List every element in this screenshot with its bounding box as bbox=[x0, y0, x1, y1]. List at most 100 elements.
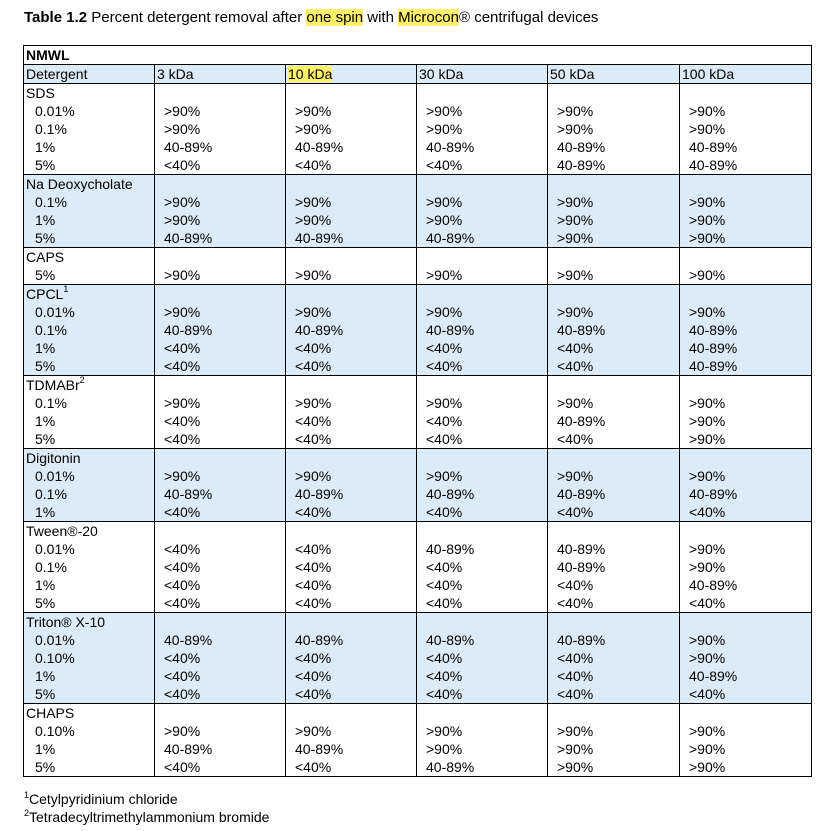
removal-value: <40% bbox=[295, 668, 332, 684]
detergent-cell: SDS 0.01% 0.1% 1% 5% bbox=[23, 83, 155, 175]
caption-highlight-one-spin: one spin bbox=[306, 9, 364, 26]
table-row: CHAPS 0.10% 1% 5% >90% 40-89% <40% >90% 40-89% <4… bbox=[23, 703, 813, 777]
detergent-name: SDS bbox=[26, 85, 55, 101]
value-cell: >90% 40-89% <40% bbox=[547, 448, 680, 522]
removal-value: <40% bbox=[295, 559, 332, 575]
removal-value: >90% bbox=[426, 194, 463, 210]
removal-value: <40% bbox=[295, 650, 332, 666]
removal-value: <40% bbox=[164, 431, 201, 447]
value-cell: >90% 40-89% <40% bbox=[285, 703, 417, 777]
detergent-cell: Na Deoxycholate 0.1% 1% 5% bbox=[23, 174, 155, 248]
removal-value: >90% bbox=[689, 541, 726, 557]
removal-value: <40% bbox=[164, 504, 201, 520]
column-header-3kda: 3 kDa bbox=[154, 64, 286, 84]
value-cell: >90% >90% >90% bbox=[678, 375, 813, 449]
value-cell: >90% >90% 40-89% <40% bbox=[678, 612, 813, 704]
detergent-cell: Tween®-20 0.01% 0.1% 1% 5% bbox=[23, 521, 155, 613]
concentration-label: 1% bbox=[35, 741, 56, 757]
value-cell: <40% <40% <40% <40% bbox=[154, 521, 286, 613]
nmwl-row: NMWL bbox=[22, 45, 813, 65]
removal-value: >90% bbox=[557, 121, 594, 137]
removal-value: 40-89% bbox=[295, 632, 344, 648]
value-cell: >90% bbox=[547, 247, 680, 285]
nmwl-title: NMWL bbox=[22, 45, 813, 65]
concentration-label: 1% bbox=[35, 577, 56, 593]
concentration-label: 0.10% bbox=[35, 723, 75, 739]
removal-value: >90% bbox=[557, 468, 594, 484]
removal-value: >90% bbox=[426, 304, 463, 320]
concentration-label: 0.01% bbox=[35, 103, 75, 119]
removal-value: >90% bbox=[689, 741, 726, 757]
detergent-name: Triton® X-10 bbox=[26, 614, 106, 630]
removal-value: <40% bbox=[426, 668, 463, 684]
value-cell: >90% 40-89% 40-89% 40-89% bbox=[678, 284, 813, 376]
removal-value: <40% bbox=[557, 358, 594, 374]
column-header-10kda: 10 kDa bbox=[285, 64, 417, 84]
removal-value: >90% bbox=[557, 267, 594, 283]
removal-value: <40% bbox=[557, 504, 594, 520]
value-cell: >90% >90% >90% bbox=[678, 703, 813, 777]
concentration-label: 0.1% bbox=[35, 121, 67, 137]
footnote-1-mark: 1 bbox=[24, 790, 30, 800]
removal-value: 40-89% bbox=[689, 668, 738, 684]
removal-value: >90% bbox=[689, 413, 726, 429]
footnote-2-text: Tetradecyltrimethylammonium bromide bbox=[29, 809, 270, 825]
removal-value: >90% bbox=[557, 194, 594, 210]
removal-value: >90% bbox=[295, 395, 332, 411]
detergent-cell: TDMABr2 0.1% 1% 5% bbox=[23, 375, 155, 449]
removal-value: 40-89% bbox=[164, 322, 213, 338]
removal-value: 40-89% bbox=[689, 340, 738, 356]
removal-value: 40-89% bbox=[426, 230, 475, 246]
removal-value: 40-89% bbox=[426, 486, 475, 502]
removal-value: >90% bbox=[689, 723, 726, 739]
value-cell: >90% 40-89% <40% <40% bbox=[416, 284, 548, 376]
concentration-label: 1% bbox=[35, 413, 56, 429]
table-row: Na Deoxycholate 0.1% 1% 5% >90% >90% 40-89% >90… bbox=[23, 174, 813, 248]
value-cell: >90% <40% <40% bbox=[154, 375, 286, 449]
table-row: SDS 0.01% 0.1% 1% 5% >90% >90% 40-89% <40% >90% >9… bbox=[23, 83, 813, 175]
removal-value: 40-89% bbox=[426, 541, 475, 557]
concentration-label: 0.1% bbox=[35, 194, 67, 210]
removal-value: <40% bbox=[426, 686, 463, 702]
removal-value: 40-89% bbox=[557, 559, 606, 575]
removal-value: >90% bbox=[557, 741, 594, 757]
table-row: Digitonin 0.01% 0.1% 1% >90% 40-89% <40% >90% 40… bbox=[23, 448, 813, 522]
value-cell: >90% >90% 40-89% bbox=[416, 174, 548, 248]
value-cell: 40-89% <40% <40% <40% bbox=[154, 612, 286, 704]
value-cell: >90% >90% >90% bbox=[547, 174, 680, 248]
concentration-label: 0.1% bbox=[35, 559, 67, 575]
removal-value: >90% bbox=[164, 267, 201, 283]
removal-value: >90% bbox=[689, 759, 726, 775]
removal-value: <40% bbox=[164, 668, 201, 684]
removal-value: >90% bbox=[164, 121, 201, 137]
removal-value: >90% bbox=[164, 395, 201, 411]
removal-value: <40% bbox=[426, 431, 463, 447]
value-cell: >90% 40-89% <40% bbox=[285, 448, 417, 522]
removal-value: <40% bbox=[689, 595, 726, 611]
concentration-label: 5% bbox=[35, 759, 56, 775]
detergent-name: Na Deoxycholate bbox=[26, 176, 133, 192]
concentration-label: 5% bbox=[35, 431, 56, 447]
removal-value: >90% bbox=[164, 103, 201, 119]
concentration-label: 0.01% bbox=[35, 632, 75, 648]
removal-value: <40% bbox=[426, 595, 463, 611]
table-row: TDMABr2 0.1% 1% 5% >90% <40% <40% >90% <40% <40% >… bbox=[23, 375, 813, 449]
footnote-2-mark: 2 bbox=[24, 808, 30, 818]
removal-value: >90% bbox=[426, 468, 463, 484]
detergent-name: Digitonin bbox=[26, 450, 81, 466]
removal-value: 40-89% bbox=[164, 486, 213, 502]
value-cell: >90% 40-89% <40% bbox=[416, 448, 548, 522]
removal-value: >90% bbox=[426, 103, 463, 119]
value-cell: 40-89% <40% <40% <40% bbox=[285, 612, 417, 704]
footnote-marker: 1 bbox=[63, 284, 69, 294]
concentration-label: 5% bbox=[35, 358, 56, 374]
removal-value: >90% bbox=[689, 431, 726, 447]
removal-value: <40% bbox=[164, 595, 201, 611]
removal-value: <40% bbox=[164, 340, 201, 356]
removal-value: <40% bbox=[295, 595, 332, 611]
footnote-1-text: Cetylpyridinium chloride bbox=[29, 791, 178, 807]
value-cell: >90% bbox=[154, 247, 286, 285]
removal-value: <40% bbox=[689, 686, 726, 702]
removal-value: 40-89% bbox=[557, 486, 606, 502]
concentration-label: 1% bbox=[35, 139, 56, 155]
